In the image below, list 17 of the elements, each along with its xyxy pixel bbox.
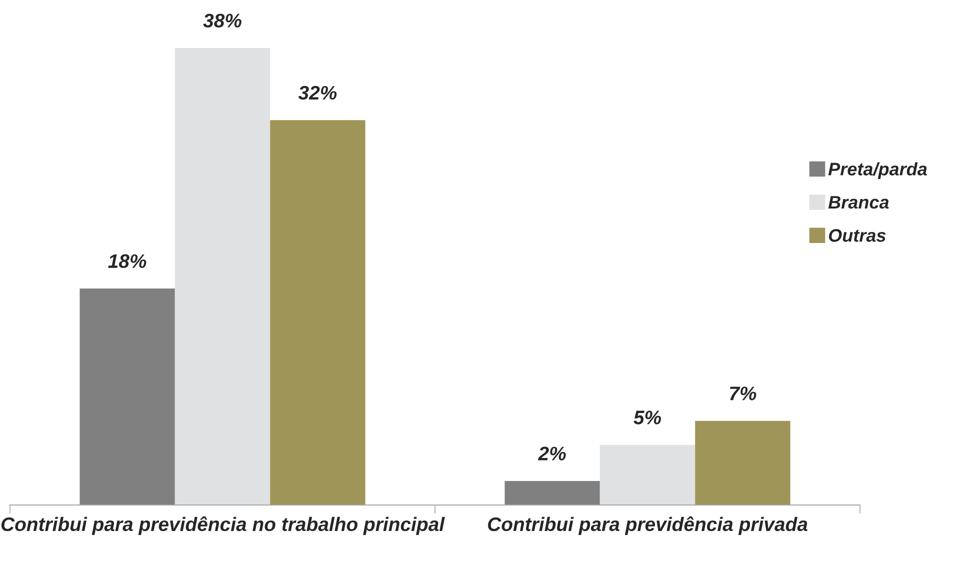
legend-label: Outras [828,229,886,242]
legend-label: Preta/parda [828,162,927,180]
data-label: 32% [298,86,337,100]
legend-label: Branca [828,196,889,209]
data-label: 7% [730,386,756,400]
data-label: 18% [108,254,146,268]
data-label: 5% [634,410,662,424]
x-tick-label: Contribui para previdência no trabalho principal [1,516,445,535]
bar [695,420,790,505]
bar [600,444,696,505]
data-label: 38% [203,14,242,28]
bar [80,288,175,505]
bar [504,480,600,505]
data-label: 2% [538,446,566,460]
x-tick-label: Contribui para previdência privada [488,516,808,535]
bar [270,120,366,505]
bar [174,48,270,505]
